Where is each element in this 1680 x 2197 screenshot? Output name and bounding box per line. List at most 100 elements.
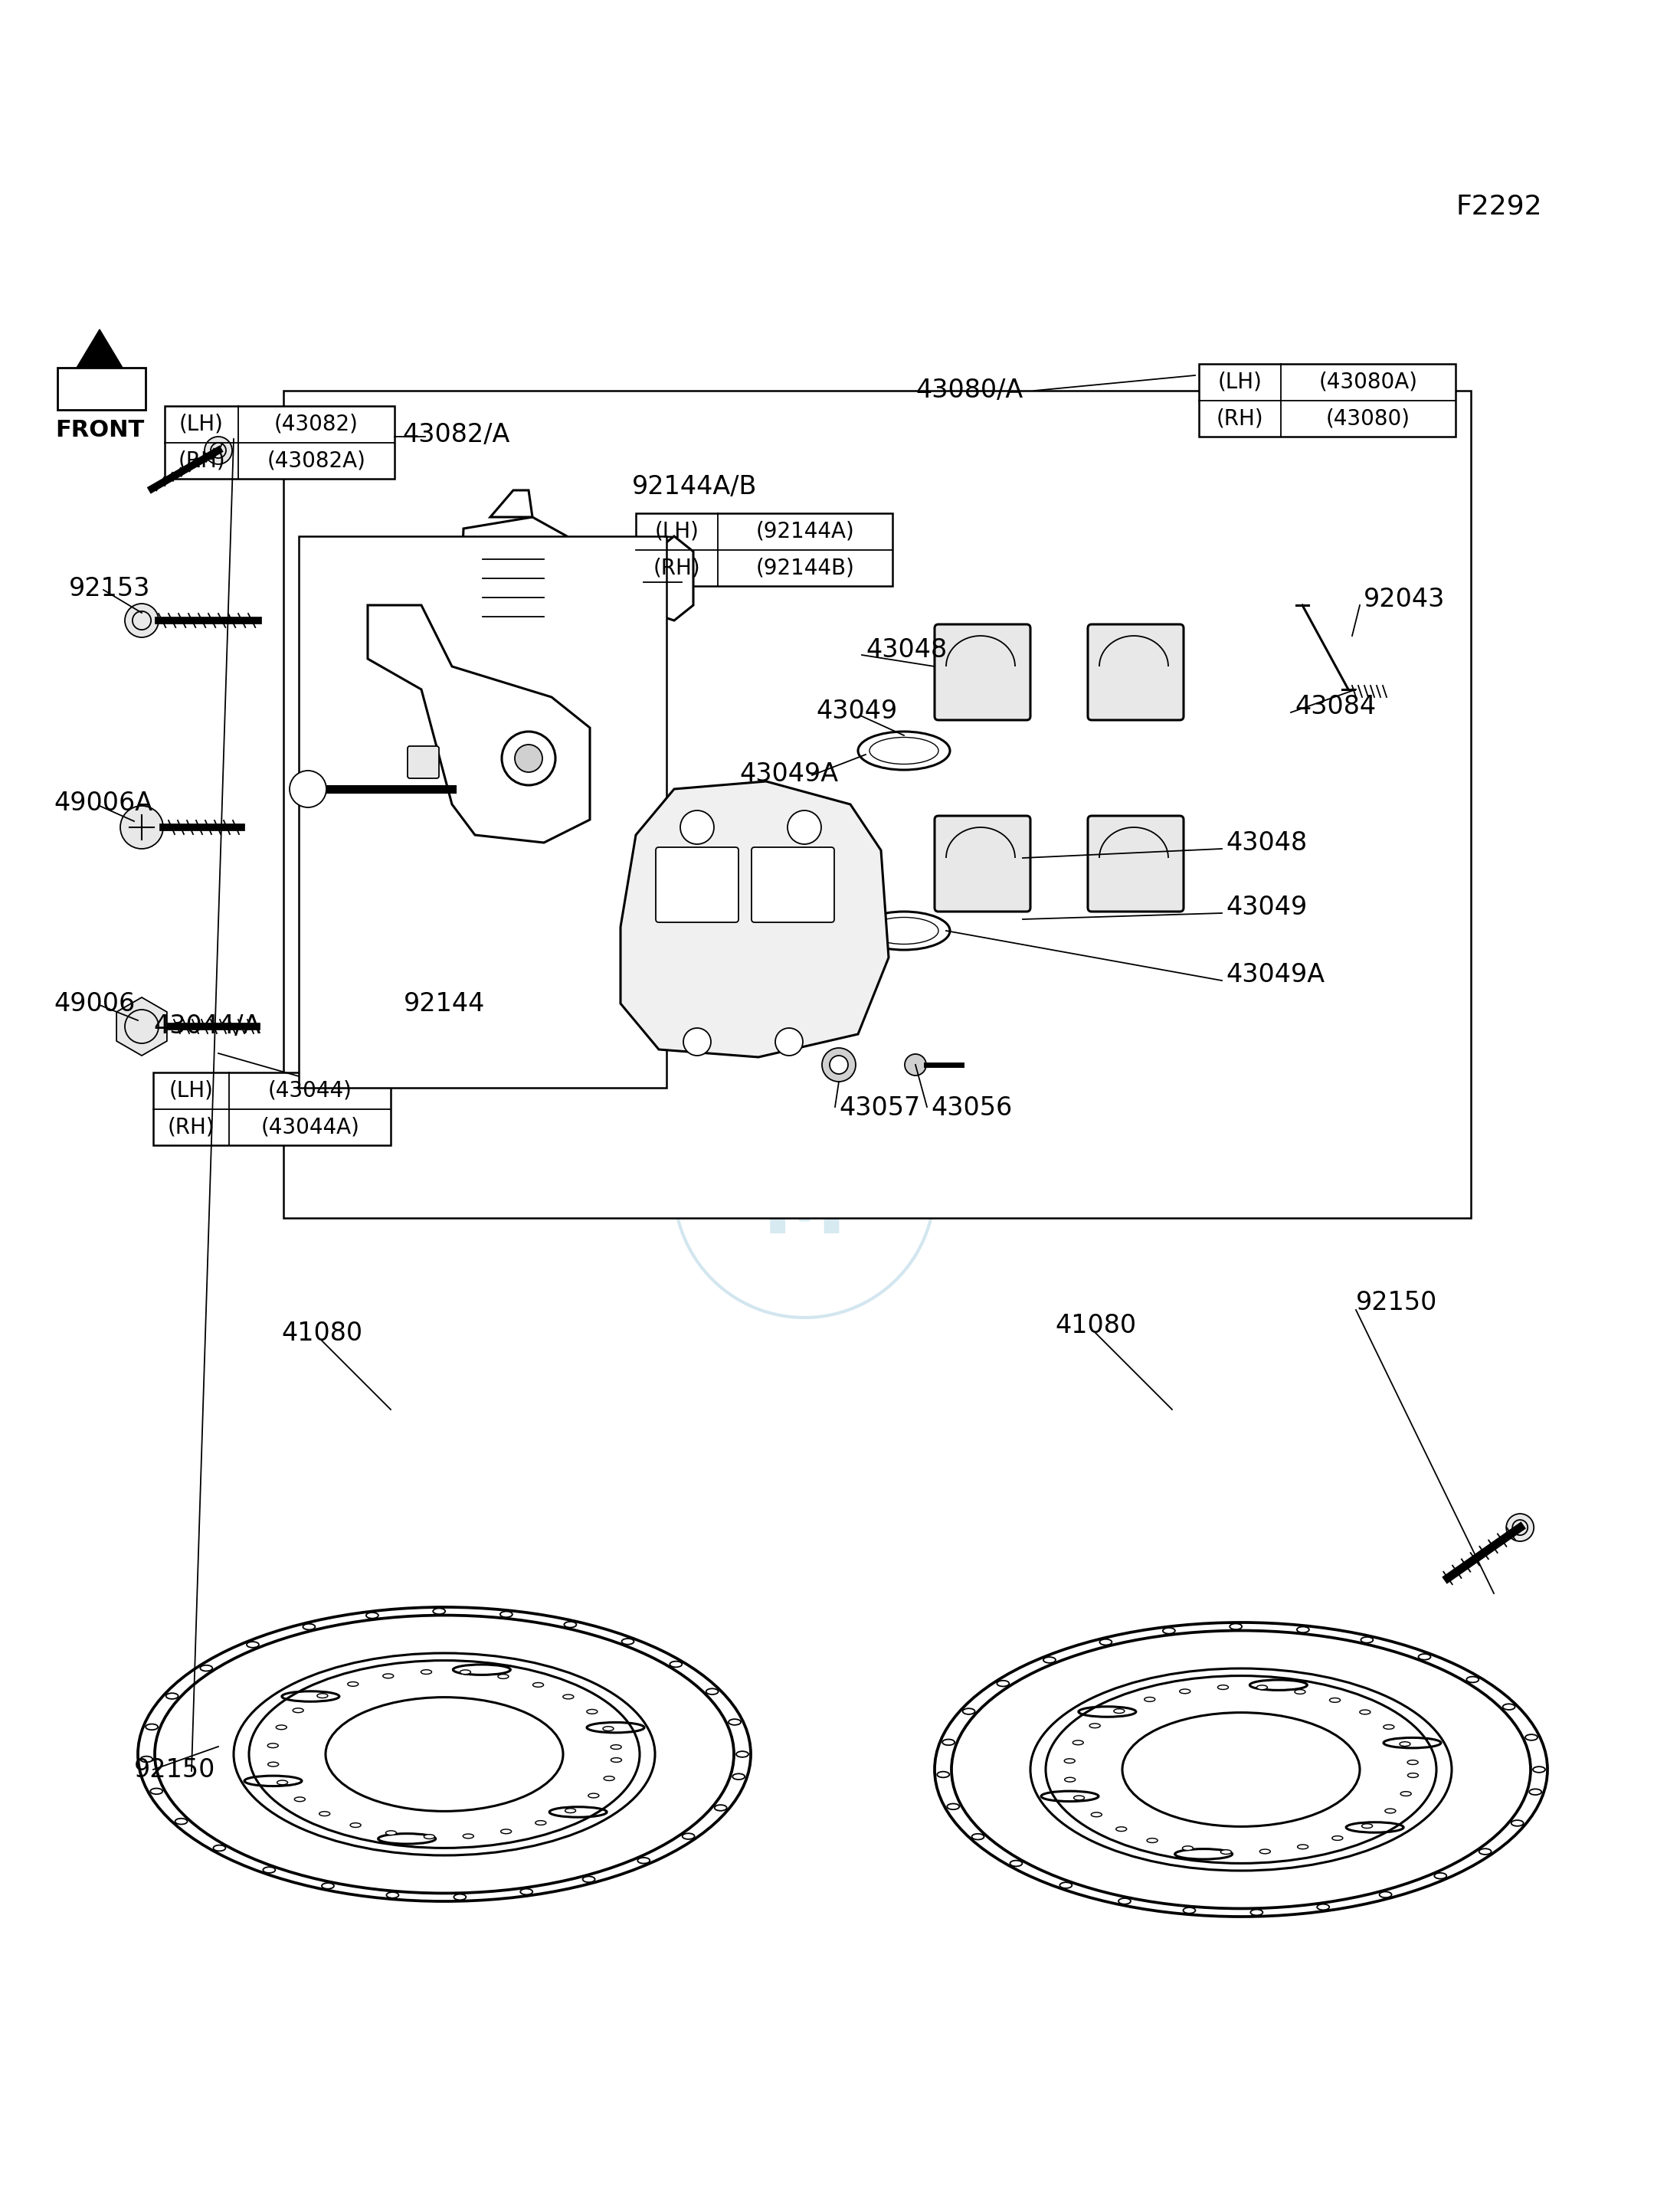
Ellipse shape	[948, 1804, 959, 1810]
Ellipse shape	[1147, 1839, 1158, 1843]
Ellipse shape	[1401, 1791, 1411, 1795]
Circle shape	[289, 771, 326, 808]
Text: (43082): (43082)	[274, 413, 358, 435]
Ellipse shape	[583, 1876, 595, 1883]
Ellipse shape	[1163, 1628, 1174, 1635]
Text: MOTORPARTS: MOTORPARTS	[682, 1145, 927, 1178]
Text: (43080): (43080)	[1326, 409, 1411, 428]
Ellipse shape	[1384, 1808, 1396, 1813]
Ellipse shape	[937, 1771, 949, 1777]
Circle shape	[680, 811, 714, 844]
Ellipse shape	[383, 1674, 393, 1679]
Ellipse shape	[1218, 1685, 1228, 1689]
Text: 92150: 92150	[1356, 1290, 1438, 1316]
Ellipse shape	[603, 1775, 615, 1780]
Ellipse shape	[1063, 1758, 1075, 1764]
FancyBboxPatch shape	[284, 391, 1472, 1217]
Text: 92150: 92150	[134, 1758, 215, 1782]
FancyBboxPatch shape	[57, 367, 146, 411]
FancyBboxPatch shape	[934, 624, 1030, 721]
FancyBboxPatch shape	[1089, 815, 1184, 912]
Text: 41080: 41080	[1055, 1312, 1136, 1338]
Text: (LH): (LH)	[180, 413, 223, 435]
Ellipse shape	[247, 1641, 259, 1648]
Ellipse shape	[564, 1621, 576, 1628]
Text: 43080/A: 43080/A	[916, 378, 1023, 404]
Ellipse shape	[563, 1694, 573, 1698]
Ellipse shape	[1529, 1788, 1542, 1795]
Circle shape	[121, 806, 163, 848]
Ellipse shape	[501, 1830, 511, 1834]
Ellipse shape	[277, 1780, 287, 1784]
Ellipse shape	[267, 1762, 279, 1766]
Ellipse shape	[682, 1832, 694, 1839]
Ellipse shape	[464, 1834, 474, 1839]
Circle shape	[514, 745, 543, 771]
Ellipse shape	[1467, 1676, 1478, 1683]
Circle shape	[205, 437, 232, 464]
Ellipse shape	[318, 1694, 328, 1698]
Ellipse shape	[1221, 1850, 1231, 1854]
Ellipse shape	[521, 1889, 533, 1894]
Polygon shape	[77, 330, 123, 367]
Ellipse shape	[423, 1834, 435, 1839]
Polygon shape	[464, 620, 575, 659]
Ellipse shape	[264, 1867, 276, 1872]
Circle shape	[788, 811, 822, 844]
Ellipse shape	[963, 1709, 974, 1714]
Ellipse shape	[1295, 1689, 1305, 1694]
Text: 92144A/B: 92144A/B	[632, 475, 758, 499]
Ellipse shape	[1074, 1795, 1084, 1799]
Ellipse shape	[1065, 1777, 1075, 1782]
FancyBboxPatch shape	[751, 848, 835, 923]
Ellipse shape	[1043, 1657, 1055, 1663]
FancyBboxPatch shape	[1200, 365, 1455, 437]
Ellipse shape	[1532, 1766, 1546, 1773]
Text: 43049A: 43049A	[739, 760, 838, 787]
Ellipse shape	[386, 1892, 398, 1898]
Polygon shape	[368, 604, 590, 844]
FancyBboxPatch shape	[1089, 624, 1184, 721]
Ellipse shape	[1362, 1824, 1373, 1828]
Ellipse shape	[610, 1744, 622, 1749]
Text: 92043: 92043	[1364, 587, 1445, 611]
Ellipse shape	[366, 1613, 378, 1619]
Ellipse shape	[736, 1751, 749, 1758]
Ellipse shape	[1297, 1845, 1309, 1850]
Text: 43049A: 43049A	[1226, 962, 1324, 986]
Ellipse shape	[1114, 1709, 1124, 1714]
Text: (43082A): (43082A)	[267, 450, 366, 472]
Ellipse shape	[433, 1608, 445, 1615]
Ellipse shape	[1257, 1685, 1267, 1689]
Text: (43044A): (43044A)	[260, 1116, 360, 1138]
FancyBboxPatch shape	[299, 536, 667, 1088]
Ellipse shape	[509, 765, 517, 784]
Ellipse shape	[1361, 1637, 1373, 1643]
Text: (LH): (LH)	[655, 521, 699, 543]
Ellipse shape	[348, 1683, 358, 1687]
Ellipse shape	[422, 1670, 432, 1674]
Text: 92153: 92153	[69, 576, 151, 602]
Circle shape	[774, 1028, 803, 1055]
Ellipse shape	[166, 1694, 178, 1698]
Ellipse shape	[588, 1793, 600, 1797]
Ellipse shape	[294, 1797, 306, 1802]
Ellipse shape	[292, 1709, 304, 1714]
Text: (43044): (43044)	[267, 1081, 353, 1101]
Text: (LH): (LH)	[1218, 371, 1262, 393]
Text: (92144B): (92144B)	[756, 558, 855, 578]
Ellipse shape	[1383, 1725, 1394, 1729]
Ellipse shape	[200, 1665, 212, 1672]
Ellipse shape	[1317, 1905, 1329, 1909]
Text: (RH): (RH)	[1216, 409, 1263, 428]
Ellipse shape	[489, 765, 499, 784]
Ellipse shape	[603, 1727, 613, 1731]
Text: 92144: 92144	[403, 991, 486, 1017]
Ellipse shape	[612, 1758, 622, 1762]
Ellipse shape	[533, 1683, 544, 1687]
Ellipse shape	[1408, 1773, 1418, 1777]
Text: 43056: 43056	[931, 1096, 1011, 1120]
Ellipse shape	[638, 1859, 650, 1863]
Polygon shape	[491, 490, 533, 516]
Text: 43082/A: 43082/A	[402, 422, 509, 448]
